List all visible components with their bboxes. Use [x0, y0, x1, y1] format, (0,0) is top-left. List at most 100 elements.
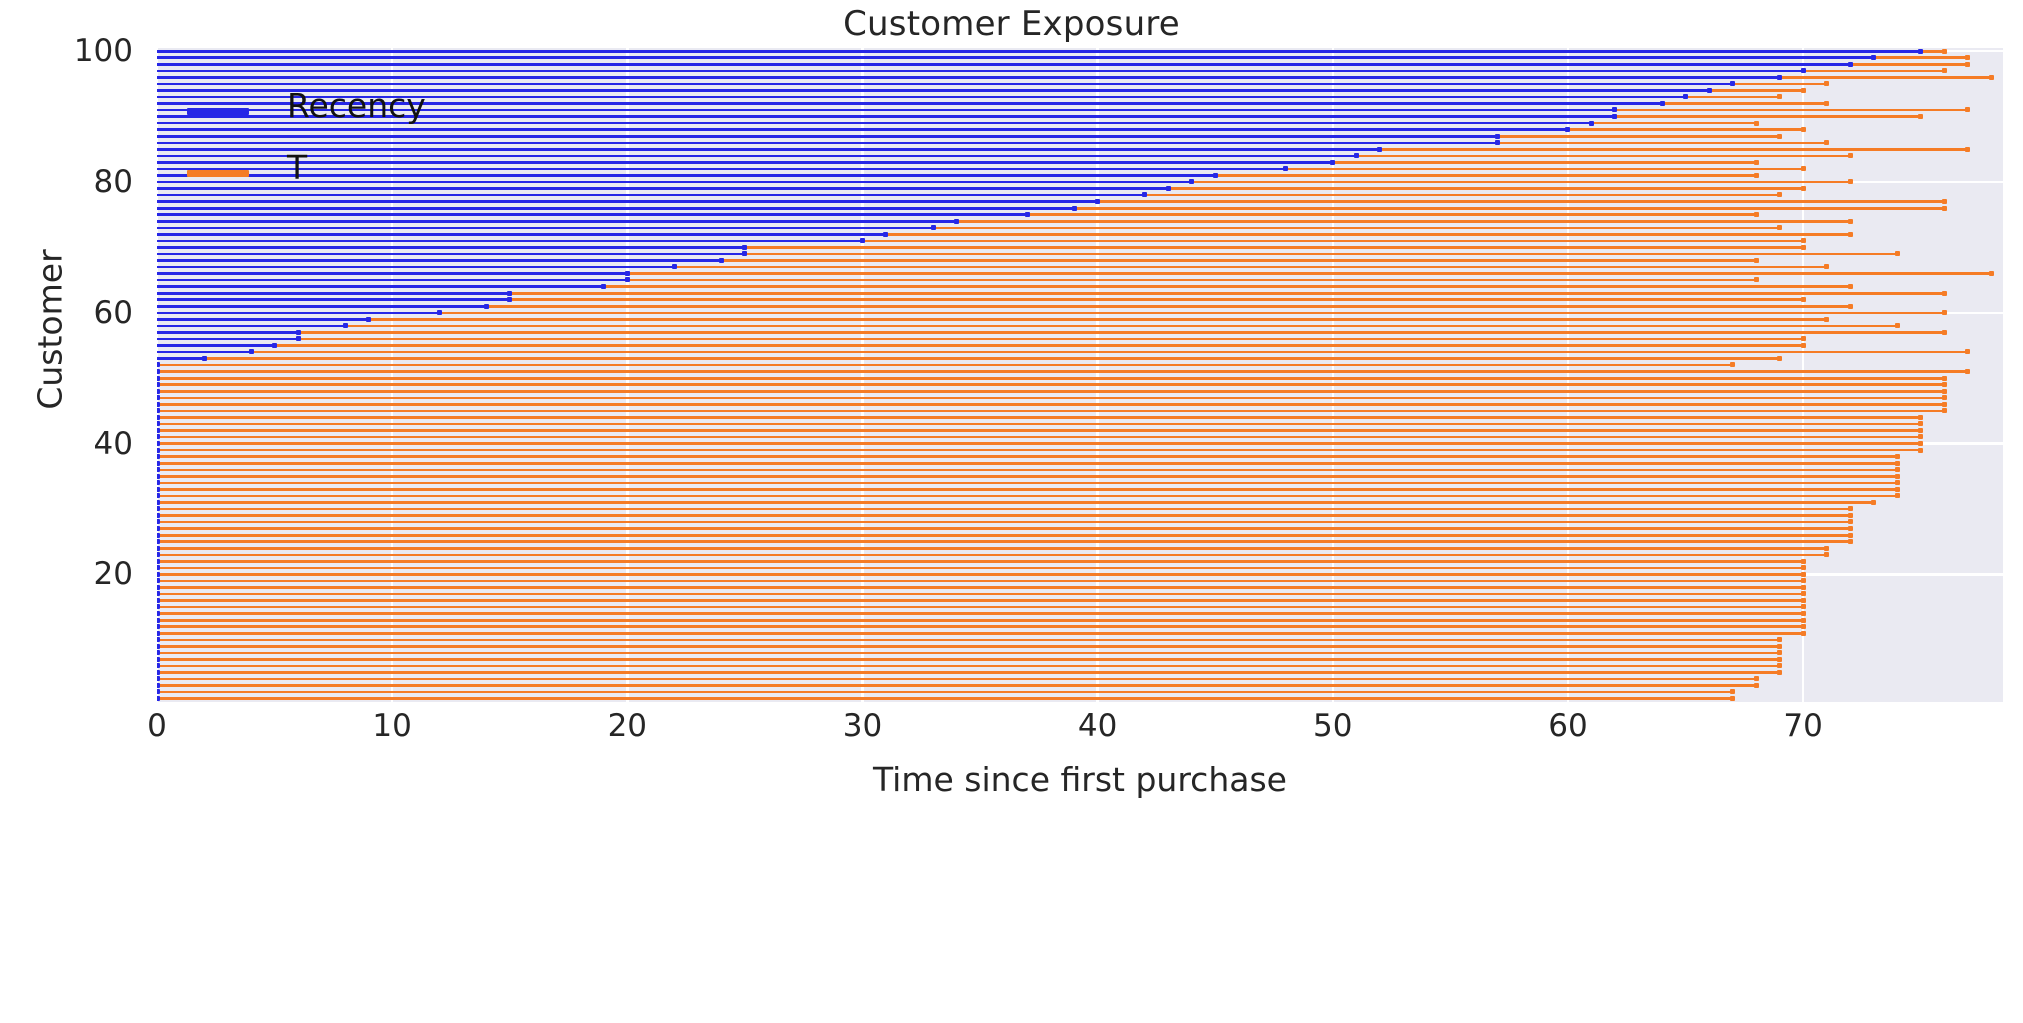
recency-segment	[157, 95, 1686, 99]
recency-marker	[157, 617, 160, 623]
recency-marker	[157, 682, 160, 688]
t-marker	[1777, 663, 1783, 669]
recency-marker	[157, 696, 160, 702]
t-segment	[674, 265, 1827, 269]
recency-segment	[157, 115, 1615, 118]
x-tick-label: 70	[1783, 708, 1823, 744]
t-marker	[1941, 205, 1947, 211]
t-marker	[1918, 447, 1924, 453]
t-segment	[157, 448, 1921, 452]
t-segment	[956, 219, 1851, 223]
recency-marker	[157, 591, 160, 597]
recency-segment	[157, 324, 346, 328]
t-segment	[298, 337, 1804, 341]
customer-exposure-row	[157, 506, 2003, 512]
t-segment	[1591, 121, 1757, 125]
customer-exposure-row	[157, 539, 2003, 545]
recency-marker	[157, 525, 160, 531]
t-segment	[1662, 102, 1827, 105]
customer-exposure-row	[157, 676, 2003, 682]
y-tick-label: 20	[93, 556, 133, 593]
customer-exposure-row	[157, 94, 2003, 100]
t-marker	[1824, 545, 1830, 551]
x-gridline	[861, 48, 864, 702]
recency-marker	[1871, 55, 1877, 61]
recency-segment	[157, 213, 1028, 217]
customer-exposure-row	[157, 159, 2003, 165]
t-segment	[1709, 89, 1804, 92]
t-segment	[157, 514, 1851, 517]
customer-exposure-row	[157, 74, 2003, 80]
recency-segment	[157, 206, 1075, 210]
recency-segment	[157, 311, 440, 315]
recency-segment	[157, 63, 1851, 66]
recency-marker	[1730, 81, 1736, 87]
plot-area: Recency T	[157, 48, 2003, 702]
customer-exposure-row	[157, 375, 2003, 381]
customer-exposure-row	[157, 571, 2003, 577]
recency-marker	[157, 532, 160, 538]
t-marker	[1800, 578, 1806, 584]
customer-exposure-row	[157, 604, 2003, 610]
t-marker	[1777, 637, 1783, 643]
recency-marker	[1330, 159, 1336, 165]
t-segment	[274, 344, 1804, 347]
t-segment	[157, 383, 1945, 387]
t-marker	[1800, 571, 1806, 577]
recency-segment	[157, 233, 886, 236]
customer-exposure-row	[157, 336, 2003, 342]
t-segment	[1614, 108, 1968, 112]
t-segment	[157, 632, 1804, 635]
recency-marker	[157, 454, 160, 460]
t-marker	[1847, 153, 1853, 159]
recency-marker	[157, 512, 160, 518]
recency-segment	[157, 167, 1286, 171]
recency-marker	[272, 342, 278, 348]
t-segment	[157, 475, 1898, 478]
t-marker	[1800, 558, 1806, 564]
t-marker	[1918, 113, 1924, 119]
t-segment	[157, 370, 1968, 373]
customer-exposure-row	[157, 525, 2003, 532]
t-segment	[157, 507, 1851, 511]
t-segment	[1803, 69, 1945, 73]
recency-segment	[157, 174, 1216, 177]
recency-marker	[157, 663, 160, 669]
recency-marker	[1918, 48, 1924, 54]
t-marker	[1847, 525, 1853, 531]
t-marker	[1800, 597, 1806, 603]
x-gridline	[1331, 48, 1334, 702]
customer-exposure-row	[157, 212, 2003, 218]
recency-marker	[1212, 172, 1218, 178]
customer-exposure-row	[157, 48, 2003, 54]
y-tick-label: 100	[73, 33, 133, 70]
t-marker	[1894, 460, 1900, 466]
customer-exposure-row	[157, 153, 2003, 159]
t-segment	[1191, 180, 1851, 184]
customer-exposure-row	[157, 192, 2003, 198]
x-tick-label: 10	[372, 708, 412, 744]
customer-exposure-row	[157, 166, 2003, 172]
t-marker	[1918, 434, 1924, 440]
t-marker	[1847, 303, 1853, 309]
t-segment	[157, 501, 1874, 504]
t-segment	[933, 226, 1780, 230]
recency-marker	[157, 434, 160, 440]
recency-marker	[1612, 113, 1618, 119]
t-segment	[439, 311, 1945, 315]
t-segment	[1920, 49, 1945, 53]
recency-marker	[1659, 100, 1665, 106]
recency-marker	[157, 480, 160, 486]
recency-marker	[507, 297, 513, 303]
t-marker	[1894, 467, 1900, 473]
customer-exposure-row	[157, 545, 2003, 551]
recency-marker	[157, 552, 160, 558]
recency-marker	[1189, 179, 1195, 185]
customer-exposure-row	[157, 499, 2003, 506]
recency-marker	[1612, 107, 1618, 113]
t-marker	[1918, 414, 1924, 420]
t-segment	[157, 376, 1945, 380]
customer-exposure-row	[157, 689, 2003, 695]
customer-exposure-row	[157, 185, 2003, 192]
t-segment	[157, 560, 1804, 563]
